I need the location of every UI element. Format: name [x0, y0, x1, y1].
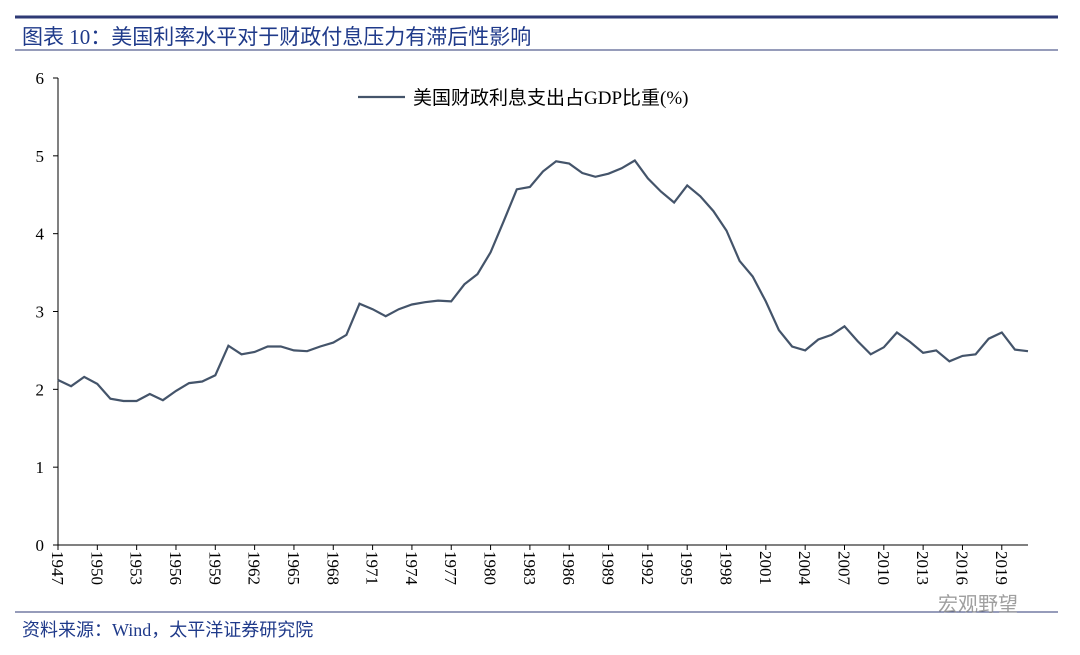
x-tick-label: 2007 — [834, 551, 853, 586]
y-tick-label: 6 — [36, 69, 45, 88]
x-tick-label: 1983 — [520, 551, 539, 585]
y-tick-label: 4 — [36, 225, 45, 244]
plot: 0 1 2 3 4 5 6 1947 1950 1953 1956 1959 1962 1965 1968 1… — [36, 69, 1029, 586]
y-tick-label: 2 — [36, 380, 45, 399]
legend-label: 美国财政利息支出占GDP比重(%) — [413, 87, 689, 109]
x-tick-label: 1986 — [559, 551, 578, 585]
header-title: 图表 10：美国利率水平对于财政付息压力有滞后性影响 — [22, 25, 531, 49]
x-tick-label: 1998 — [717, 551, 736, 585]
x-tick-label: 1980 — [481, 551, 500, 585]
x-tick-label: 1992 — [638, 551, 657, 585]
y-tick-label: 3 — [36, 303, 45, 322]
x-tick-label: 1995 — [677, 551, 696, 585]
x-tick-label: 1968 — [323, 551, 342, 585]
x-tick-label: 1962 — [245, 551, 264, 585]
x-tick-label: 2019 — [992, 551, 1011, 585]
x-tick-label: 1959 — [205, 551, 224, 585]
x-tick-label: 2013 — [913, 551, 932, 585]
y-tick-label: 5 — [36, 147, 45, 166]
x-tick-label: 1977 — [441, 551, 460, 586]
x-tick-label: 1953 — [127, 551, 146, 585]
x-tick-label: 1965 — [284, 551, 303, 585]
x-tick-label: 1956 — [166, 551, 185, 585]
x-tick-label: 2010 — [874, 551, 893, 585]
x-tick-label: 2001 — [756, 551, 775, 585]
x-tick-label: 1974 — [402, 551, 421, 586]
watermark: 宏观野望 — [938, 593, 1018, 616]
x-tick-label: 1971 — [363, 551, 382, 585]
series-line — [57, 159, 1029, 403]
y-tick-label: 1 — [36, 458, 45, 477]
x-tick-label: 2004 — [795, 551, 814, 586]
y-tick-label: 0 — [36, 536, 45, 555]
x-tick-label: 2016 — [952, 551, 971, 585]
x-tick-label: 1950 — [87, 551, 106, 585]
x-tick-label: 1989 — [599, 551, 618, 585]
x-tick-label: 1947 — [48, 551, 67, 586]
source: 资料来源：Wind，太平洋证券研究院 — [22, 620, 313, 640]
